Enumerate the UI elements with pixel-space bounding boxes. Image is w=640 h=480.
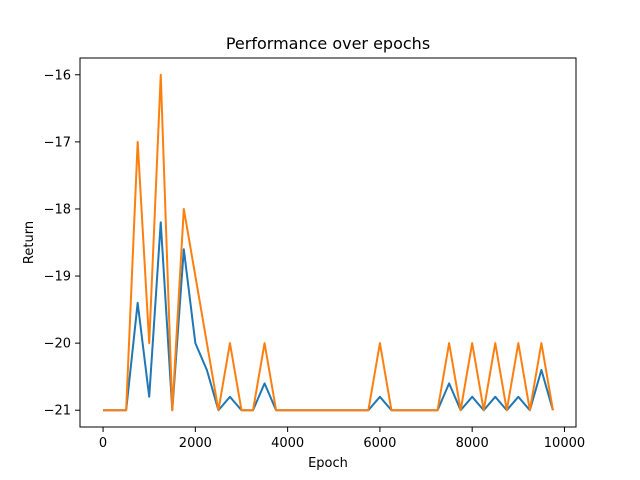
x-tick-label: 0 <box>99 436 107 451</box>
chart-title: Performance over epochs <box>226 34 430 53</box>
y-tick-label: −20 <box>44 337 71 352</box>
series-line-2 <box>103 73 554 412</box>
x-tick-label: 6000 <box>363 436 396 451</box>
x-tick-label: 4000 <box>271 436 304 451</box>
y-axis-label: Return <box>22 221 37 264</box>
series-layer <box>103 73 554 412</box>
y-tick-label: −17 <box>44 135 71 150</box>
x-axis-label: Epoch <box>308 456 348 471</box>
y-tick-label: −19 <box>44 270 71 285</box>
y-axis: −16 −17 −18 −19 −20 −21 <box>44 68 80 419</box>
x-tick-label: 8000 <box>456 436 489 451</box>
x-tick-label: 2000 <box>179 436 212 451</box>
y-tick-label: −16 <box>44 68 71 83</box>
x-tick-label: 10000 <box>544 436 585 451</box>
plot-frame <box>79 57 577 428</box>
x-axis: 0 2000 4000 6000 8000 10000 <box>99 427 585 451</box>
y-tick-label: −21 <box>44 404 71 419</box>
y-tick-label: −18 <box>44 202 71 217</box>
